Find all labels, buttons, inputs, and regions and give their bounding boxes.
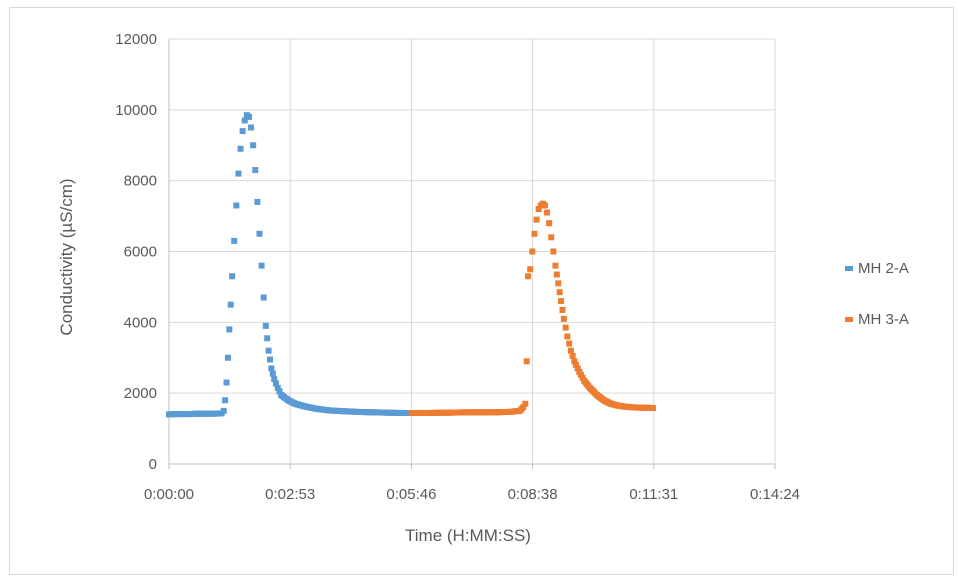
data-point	[248, 124, 255, 131]
data-point	[544, 209, 551, 216]
series-mh-3-a	[408, 200, 656, 416]
gridlines	[168, 38, 776, 469]
data-point	[529, 248, 536, 255]
data-point	[527, 266, 534, 273]
data-point	[533, 216, 540, 223]
data-point	[231, 237, 238, 244]
legend-marker	[845, 266, 853, 271]
y-tick-label: 2000	[124, 385, 157, 402]
data-point	[271, 376, 278, 382]
data-point	[560, 315, 567, 322]
data-point	[239, 128, 246, 135]
data-point	[245, 113, 252, 120]
data-point	[274, 384, 281, 391]
data-point	[573, 361, 580, 368]
data-point	[256, 230, 263, 237]
data-point	[562, 324, 569, 331]
chart-svg: 0 2000 4000 6000 8000 10000 12000 0:00:00 0:02:…	[57, 31, 909, 545]
y-tick-label: 8000	[124, 173, 157, 190]
x-tick-label: 0:00:00	[144, 486, 194, 503]
data-point	[569, 352, 576, 359]
x-tick-labels: 0:00:00 0:02:53 0:05:46 0:08:38 0:11:31 0:14:…	[144, 486, 800, 503]
data-point	[541, 202, 548, 209]
data-point	[220, 407, 227, 414]
legend-marker	[845, 317, 853, 322]
data-point	[268, 365, 275, 372]
data-point	[258, 262, 265, 269]
data-point	[522, 400, 529, 407]
data-point	[276, 388, 283, 395]
x-tick-label: 0:02:53	[265, 486, 315, 503]
data-point	[269, 370, 276, 377]
data-point	[241, 117, 248, 124]
data-point	[553, 271, 560, 278]
x-tick-label: 0:11:31	[629, 486, 678, 503]
x-tick-label: 0:14:24	[750, 486, 800, 503]
y-tick-labels: 0 2000 4000 6000 8000 10000 12000	[115, 31, 157, 473]
data-point	[254, 198, 261, 205]
data-point	[559, 306, 566, 313]
data-point	[252, 167, 259, 174]
legend: MH 2-A MH 3-A	[845, 260, 909, 328]
x-tick-label: 0:05:46	[386, 486, 436, 503]
data-point	[531, 230, 538, 237]
data-point	[556, 289, 563, 296]
data-point	[548, 234, 555, 241]
data-point	[260, 294, 267, 301]
data-point	[272, 380, 279, 387]
data-point	[649, 405, 656, 412]
data-point	[233, 202, 240, 209]
data-point	[520, 404, 527, 411]
x-tick-label: 0:08:38	[508, 486, 558, 503]
y-tick-label: 0	[149, 456, 157, 473]
data-point	[567, 347, 574, 354]
y-tick-label: 12000	[115, 31, 157, 48]
data-point	[224, 354, 231, 361]
y-tick-label: 4000	[124, 314, 157, 331]
data-point	[571, 358, 578, 365]
data-point	[564, 333, 571, 340]
data-point	[525, 273, 532, 280]
y-tick-label: 10000	[115, 102, 157, 119]
data-point	[262, 322, 269, 329]
data-point	[558, 298, 565, 305]
chart-area: 0 2000 4000 6000 8000 10000 12000 0:00:00 0:02:…	[9, 7, 954, 575]
data-point	[265, 347, 272, 354]
data-point	[552, 262, 559, 269]
series-mh-2-a	[166, 112, 415, 418]
data-point	[550, 248, 557, 255]
data-point	[535, 206, 542, 212]
data-point	[250, 142, 257, 149]
legend-label: MH 2-A	[858, 260, 909, 277]
data-point	[267, 356, 273, 363]
data-point	[223, 379, 230, 386]
data-point	[222, 397, 229, 404]
data-point	[229, 273, 236, 280]
data-point	[574, 365, 581, 372]
data-point	[227, 301, 234, 308]
x-axis-title: Time (H:MM:SS)	[405, 526, 531, 545]
data-point	[555, 280, 562, 287]
data-point	[523, 358, 530, 365]
legend-label: MH 3-A	[858, 311, 909, 328]
y-axis-title: Conductivity (µS/cm)	[57, 178, 76, 335]
data-series	[166, 112, 656, 418]
y-tick-label: 6000	[124, 244, 157, 261]
data-point	[546, 220, 553, 227]
data-point	[566, 340, 573, 347]
data-point	[264, 335, 271, 342]
data-point	[235, 170, 242, 177]
data-point	[226, 326, 233, 333]
data-point	[237, 145, 244, 152]
